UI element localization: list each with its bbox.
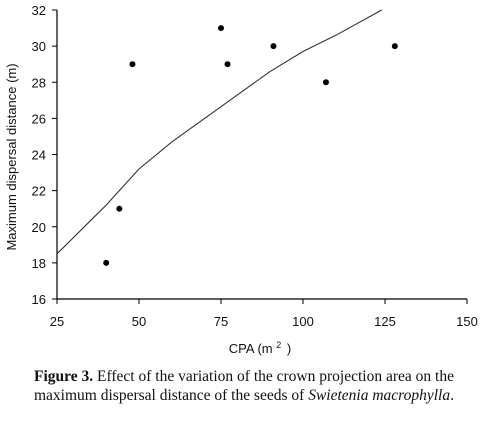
y-axis-title: Maximum dispersal distance (m) xyxy=(4,63,19,250)
data-point xyxy=(218,25,224,32)
y-tick-label: 24 xyxy=(32,148,46,163)
x-axis-title-superscript: 2 xyxy=(276,340,281,350)
data-point xyxy=(270,43,277,50)
data-point xyxy=(322,79,329,86)
x-axis-title: CPA (m 2 ) xyxy=(229,336,291,356)
trend-curve xyxy=(56,9,382,255)
caption-end: . xyxy=(450,387,454,404)
y-tick-label: 20 xyxy=(32,220,46,235)
x-tick-label: 100 xyxy=(292,314,314,329)
trend-curve-layer xyxy=(56,9,382,255)
y-tick-label: 16 xyxy=(32,292,46,307)
x-tick-label: 75 xyxy=(214,314,228,329)
y-tick-label: 18 xyxy=(32,256,46,271)
data-point xyxy=(116,205,123,212)
ticks: 25 50 75 100 125 150 16 18 20 22 24 26 28 30 32 xyxy=(32,3,478,329)
caption-label: Figure 3. xyxy=(34,368,94,385)
data-point xyxy=(224,61,231,68)
scatter-chart: 25 50 75 100 125 150 16 18 20 22 24 26 28 30 32 Maximu… xyxy=(4,3,478,356)
data-point xyxy=(391,43,398,50)
data-point xyxy=(129,61,136,68)
x-tick-label: 125 xyxy=(374,314,396,329)
caption-species: Swietenia macrophylla xyxy=(308,387,451,404)
x-axis-title-close: ) xyxy=(287,341,291,356)
y-tick-label: 30 xyxy=(32,39,46,54)
x-tick-label: 150 xyxy=(456,314,478,329)
data-points xyxy=(103,25,398,266)
y-tick-label: 26 xyxy=(32,111,46,126)
y-tick-label: 32 xyxy=(32,3,46,18)
figure-caption: Figure 3. Effect of the variation of the… xyxy=(4,367,484,405)
y-tick-label: 22 xyxy=(32,184,46,199)
x-tick-label: 25 xyxy=(50,314,64,329)
data-point xyxy=(103,259,110,266)
y-tick-label: 28 xyxy=(32,75,46,90)
caption-text: Effect of the variation of the crown pro… xyxy=(34,368,454,404)
axes xyxy=(56,10,467,300)
x-tick-label: 50 xyxy=(132,314,146,329)
